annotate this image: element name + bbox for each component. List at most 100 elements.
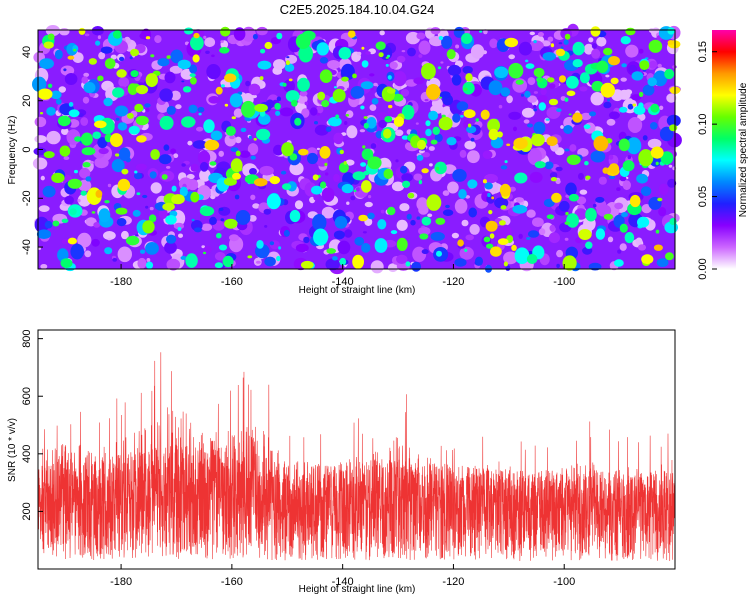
heatmap-cell [121,168,129,175]
heatmap-cell [550,43,555,48]
heatmap-cell [461,219,469,227]
heatmap-cell [482,179,487,184]
heatmap-cell [614,202,624,210]
heatmap-cell [175,104,182,110]
heatmap-cell [115,207,128,215]
heatmap-cell [633,105,646,115]
heatmap-cell [36,229,52,239]
heatmap-cell [91,26,104,36]
heatmap-cell [620,77,627,82]
heatmap-cell [488,210,493,215]
heatmap-cell [395,129,404,137]
spectrogram-y-label: Frequency (Hz) [7,116,18,185]
heatmap-cell [360,81,374,90]
heatmap-cell [98,208,111,223]
heatmap-cell [407,192,415,199]
heatmap-cell [589,111,596,117]
heatmap-cell [40,264,48,269]
heatmap-cell [441,35,453,49]
heatmap-cell [128,125,140,135]
heatmap-cell [627,117,643,133]
heatmap-cell [437,66,442,70]
heatmap-cell [220,218,225,222]
heatmap-cell [79,167,91,179]
heatmap-cell [591,80,604,92]
heatmap-cell [253,178,268,187]
heatmap-cell [46,130,61,145]
heatmap-cell [588,37,594,43]
heatmap-cell [418,180,423,185]
heatmap-cell [338,162,349,173]
heatmap-cell [64,195,74,205]
heatmap-cell [170,49,183,64]
heatmap-cell [181,116,196,128]
heatmap-cell [669,124,678,132]
heatmap-cell [339,149,344,155]
heatmap-cell [619,243,627,251]
heatmap-cell [628,64,638,74]
heatmap-cell [74,136,82,142]
y-tick-label: -20 [21,190,33,206]
heatmap-cell [565,182,577,196]
heatmap-cell [529,31,535,36]
heatmap-cell [222,255,234,268]
heatmap-cell [185,253,198,268]
heatmap-cell [413,77,425,85]
heatmap-cell [659,105,664,111]
heatmap-cell [452,168,467,182]
heatmap-cell [112,30,122,39]
heatmap-cell [352,73,357,79]
heatmap-cell [434,133,443,143]
heatmap-cell [214,262,223,269]
heatmap-cell [451,232,459,239]
spectrogram-panel: -180 -160 -140 -120 -100 40 20 0 -20 -40 Height … [7,23,682,296]
heatmap-cell [219,47,230,54]
heatmap-cell [455,44,460,49]
heatmap-cell [438,28,447,39]
heatmap-cell [145,242,159,255]
heatmap-cell [461,33,473,44]
heatmap-cell [563,125,573,134]
heatmap-cell [555,166,563,172]
heatmap-cell [273,144,284,156]
heatmap-cell [171,194,185,205]
heatmap-cell [298,45,314,63]
heatmap-cell [229,234,239,242]
heatmap-cell [316,147,320,151]
heatmap-cell [600,82,615,98]
heatmap-cell [254,103,268,113]
heatmap-cell [389,61,398,70]
heatmap-cell [459,149,467,158]
heatmap-cell [339,257,347,266]
heatmap-cell [150,54,155,58]
heatmap-cell [416,216,421,220]
heatmap-cell [590,92,604,106]
heatmap-cell [264,225,268,228]
heatmap-cell [325,172,329,176]
heatmap-cell [490,246,502,257]
heatmap-cell [442,209,454,216]
heatmap-cell [328,116,342,127]
heatmap-cell [223,177,237,186]
heatmap-cell [189,64,198,74]
heatmap-cell [91,211,96,214]
heatmap-cell [540,87,547,96]
heatmap-cell [607,98,611,102]
heatmap-cell [503,251,518,265]
heatmap-cell [637,244,647,251]
heatmap-cell [417,139,426,150]
heatmap-cell [378,52,384,58]
heatmap-cell [378,111,387,119]
heatmap-cell [569,144,577,152]
heatmap-cell [126,112,134,119]
heatmap-cell [255,260,261,264]
heatmap-cell [316,105,324,114]
heatmap-cell [538,102,546,111]
heatmap-cell [229,135,235,140]
heatmap-cell [294,117,302,126]
heatmap-cell [68,102,74,107]
heatmap-cell [198,112,202,116]
heatmap-cell [547,77,555,83]
heatmap-cell [392,93,404,102]
